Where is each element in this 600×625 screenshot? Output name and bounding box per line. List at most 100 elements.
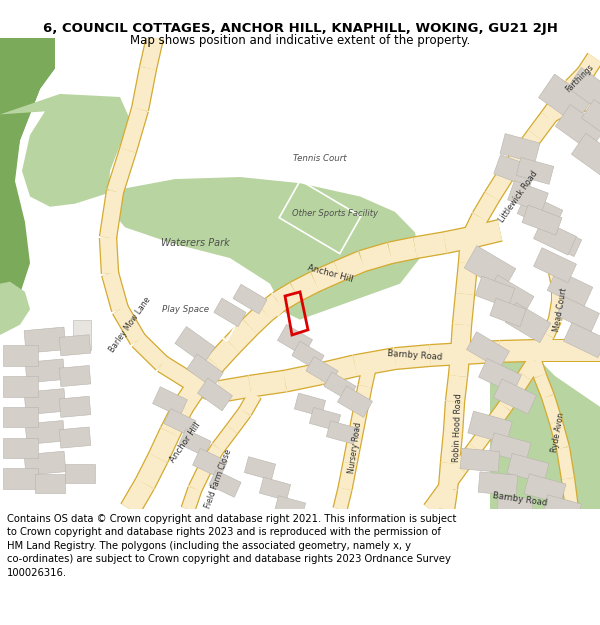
Text: Field Farm Close: Field Farm Close (203, 448, 233, 509)
Text: Waterers Park: Waterers Park (161, 238, 229, 248)
Polygon shape (148, 428, 180, 463)
Polygon shape (549, 301, 564, 321)
Polygon shape (131, 333, 169, 371)
Polygon shape (549, 420, 570, 450)
Polygon shape (119, 107, 149, 153)
Polygon shape (207, 338, 240, 372)
Polygon shape (584, 96, 599, 110)
Polygon shape (388, 238, 417, 263)
Polygon shape (580, 340, 600, 361)
Bar (478, 472, 518, 496)
Text: 6, COUNCIL COTTAGES, ANCHOR HILL, KNAPHILL, WOKING, GU21 2JH: 6, COUNCIL COTTAGES, ANCHOR HILL, KNAPHI… (43, 22, 557, 35)
Polygon shape (242, 304, 272, 335)
Polygon shape (558, 101, 574, 118)
Polygon shape (0, 282, 30, 335)
Bar (2, 438, 37, 458)
Polygon shape (529, 359, 545, 378)
Polygon shape (467, 219, 503, 249)
Polygon shape (459, 237, 479, 264)
Bar (581, 99, 600, 136)
Polygon shape (359, 243, 393, 271)
Polygon shape (113, 305, 145, 344)
Polygon shape (225, 319, 257, 352)
Polygon shape (424, 484, 451, 514)
Bar (278, 324, 313, 356)
Polygon shape (208, 338, 239, 371)
Polygon shape (248, 371, 286, 396)
Text: Map shows position and indicative extent of the property.: Map shows position and indicative extent… (130, 34, 470, 47)
Bar (505, 302, 551, 343)
Polygon shape (213, 425, 237, 452)
Polygon shape (394, 345, 431, 369)
Polygon shape (464, 340, 500, 365)
Polygon shape (450, 324, 472, 356)
Bar (568, 68, 600, 110)
Polygon shape (580, 339, 600, 362)
Polygon shape (121, 107, 148, 152)
Polygon shape (290, 271, 320, 302)
Bar (475, 276, 515, 308)
Polygon shape (533, 373, 555, 399)
Bar (193, 448, 227, 478)
Bar (486, 275, 534, 317)
Polygon shape (226, 407, 251, 434)
Polygon shape (484, 171, 513, 202)
Polygon shape (535, 374, 554, 399)
Polygon shape (175, 379, 206, 412)
Bar (175, 326, 215, 364)
Polygon shape (508, 371, 532, 396)
Polygon shape (542, 317, 560, 338)
Polygon shape (443, 401, 465, 433)
Bar (295, 393, 326, 416)
Polygon shape (584, 95, 599, 111)
Polygon shape (565, 67, 592, 94)
Polygon shape (498, 387, 522, 411)
Bar (497, 496, 533, 519)
Polygon shape (353, 348, 397, 377)
Polygon shape (449, 354, 469, 377)
Bar (533, 220, 577, 255)
Text: Contains OS data © Crown copyright and database right 2021. This information is : Contains OS data © Crown copyright and d… (7, 514, 457, 524)
Polygon shape (472, 192, 500, 222)
Polygon shape (464, 341, 500, 364)
Bar (259, 478, 290, 501)
Bar (308, 128, 372, 189)
Bar (522, 205, 562, 235)
Polygon shape (456, 262, 477, 295)
Bar (490, 298, 526, 327)
Polygon shape (332, 487, 353, 511)
Polygon shape (571, 97, 587, 114)
Bar (547, 270, 593, 308)
Bar (338, 386, 373, 418)
Polygon shape (187, 374, 214, 399)
Bar (306, 357, 338, 385)
Polygon shape (545, 106, 563, 123)
Polygon shape (439, 464, 466, 493)
Polygon shape (107, 148, 136, 194)
Polygon shape (545, 105, 563, 124)
Bar (571, 133, 600, 178)
Bar (152, 387, 187, 416)
Polygon shape (99, 190, 124, 239)
Text: Play Space: Play Space (161, 305, 209, 314)
Bar (563, 322, 600, 357)
Bar (244, 457, 275, 480)
Polygon shape (100, 190, 123, 239)
Polygon shape (343, 436, 362, 465)
Bar (209, 470, 241, 498)
Polygon shape (394, 344, 431, 370)
Polygon shape (224, 319, 258, 353)
Polygon shape (239, 391, 260, 415)
Polygon shape (462, 213, 488, 242)
Polygon shape (484, 402, 511, 432)
Polygon shape (103, 271, 128, 312)
Bar (59, 396, 91, 418)
Polygon shape (181, 486, 202, 512)
Bar (556, 104, 600, 151)
Bar (533, 248, 577, 282)
Polygon shape (158, 357, 194, 388)
Polygon shape (566, 68, 590, 92)
Bar (479, 359, 521, 394)
Polygon shape (484, 402, 512, 432)
Polygon shape (550, 421, 569, 449)
